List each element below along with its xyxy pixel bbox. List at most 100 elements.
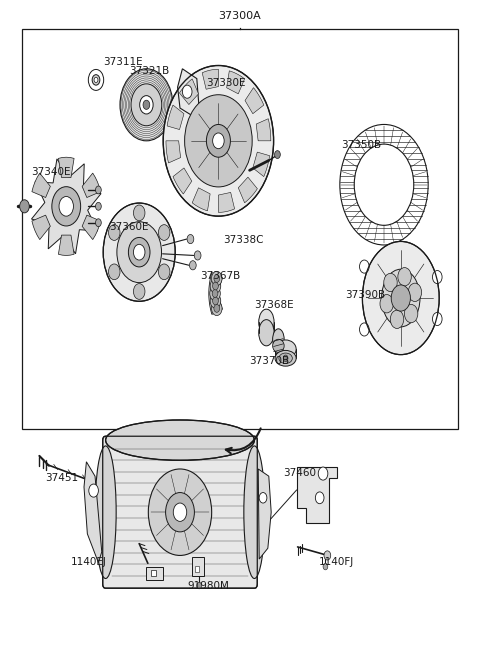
- Polygon shape: [82, 215, 101, 240]
- Circle shape: [283, 355, 288, 362]
- Circle shape: [20, 200, 29, 213]
- Circle shape: [432, 271, 442, 284]
- Circle shape: [210, 293, 221, 308]
- Polygon shape: [84, 462, 102, 563]
- Polygon shape: [166, 141, 180, 163]
- Polygon shape: [146, 567, 163, 580]
- Text: 37340E: 37340E: [31, 167, 71, 178]
- Circle shape: [96, 202, 101, 210]
- Circle shape: [391, 285, 410, 311]
- Text: 37321B: 37321B: [130, 66, 170, 77]
- Circle shape: [390, 310, 404, 328]
- Circle shape: [166, 493, 194, 532]
- Polygon shape: [256, 119, 271, 141]
- Ellipse shape: [128, 238, 150, 267]
- Text: 37390B: 37390B: [346, 290, 386, 301]
- Text: 37460: 37460: [283, 468, 316, 478]
- Ellipse shape: [340, 124, 428, 245]
- Polygon shape: [192, 188, 210, 211]
- Polygon shape: [59, 235, 74, 255]
- Circle shape: [206, 124, 230, 157]
- Polygon shape: [253, 152, 270, 177]
- Circle shape: [408, 283, 421, 301]
- Circle shape: [380, 295, 394, 313]
- Circle shape: [213, 282, 218, 290]
- Bar: [151, 570, 156, 576]
- Circle shape: [360, 260, 369, 273]
- Ellipse shape: [275, 340, 296, 358]
- Circle shape: [187, 234, 194, 244]
- Polygon shape: [167, 105, 184, 130]
- Text: 37330E: 37330E: [206, 78, 246, 88]
- Ellipse shape: [52, 187, 81, 226]
- Text: 37368E: 37368E: [254, 300, 294, 310]
- Circle shape: [432, 312, 442, 326]
- Circle shape: [89, 484, 98, 497]
- Circle shape: [213, 297, 218, 305]
- Text: 37338C: 37338C: [223, 234, 264, 245]
- Ellipse shape: [259, 320, 274, 346]
- Circle shape: [360, 323, 369, 336]
- Ellipse shape: [148, 469, 212, 555]
- Polygon shape: [180, 79, 199, 105]
- Circle shape: [173, 503, 187, 521]
- Circle shape: [96, 219, 101, 227]
- Circle shape: [324, 551, 331, 560]
- Text: 1140FJ: 1140FJ: [319, 557, 354, 567]
- Text: 37367B: 37367B: [201, 271, 241, 281]
- Text: 37360E: 37360E: [109, 221, 149, 232]
- Circle shape: [323, 563, 328, 570]
- Text: 91980M: 91980M: [187, 581, 229, 591]
- Ellipse shape: [95, 446, 116, 578]
- Circle shape: [398, 268, 411, 286]
- Polygon shape: [32, 173, 50, 198]
- Text: 1140EJ: 1140EJ: [71, 557, 107, 567]
- Circle shape: [212, 271, 222, 286]
- Polygon shape: [209, 272, 222, 314]
- Circle shape: [318, 467, 328, 480]
- Ellipse shape: [275, 350, 296, 366]
- Text: 37370B: 37370B: [250, 356, 290, 366]
- Circle shape: [210, 286, 220, 301]
- Circle shape: [194, 251, 201, 260]
- FancyArrowPatch shape: [226, 428, 261, 453]
- Ellipse shape: [131, 84, 162, 126]
- Circle shape: [214, 274, 220, 282]
- Ellipse shape: [106, 420, 254, 460]
- Bar: [22, 29, 458, 429]
- Ellipse shape: [362, 242, 439, 354]
- Circle shape: [108, 225, 120, 240]
- Circle shape: [212, 290, 218, 297]
- Polygon shape: [32, 159, 101, 253]
- Circle shape: [88, 69, 104, 90]
- Polygon shape: [218, 193, 235, 212]
- Polygon shape: [258, 469, 271, 559]
- Circle shape: [259, 493, 267, 503]
- Circle shape: [143, 100, 150, 109]
- Text: 37311E: 37311E: [103, 56, 143, 67]
- Polygon shape: [178, 69, 199, 115]
- Ellipse shape: [259, 309, 274, 335]
- Ellipse shape: [354, 144, 414, 225]
- Ellipse shape: [279, 353, 292, 364]
- Circle shape: [214, 305, 220, 312]
- Circle shape: [92, 75, 100, 85]
- Circle shape: [210, 279, 221, 293]
- Polygon shape: [82, 173, 101, 198]
- Ellipse shape: [382, 269, 420, 327]
- Ellipse shape: [120, 69, 173, 141]
- Circle shape: [213, 133, 224, 149]
- Text: 37350B: 37350B: [341, 140, 381, 151]
- Circle shape: [182, 85, 192, 98]
- Circle shape: [404, 305, 418, 323]
- Circle shape: [197, 582, 202, 589]
- Circle shape: [275, 151, 280, 159]
- Circle shape: [384, 273, 397, 291]
- Circle shape: [158, 264, 170, 280]
- Ellipse shape: [273, 329, 284, 350]
- Polygon shape: [227, 71, 245, 94]
- Ellipse shape: [273, 339, 284, 352]
- Polygon shape: [173, 168, 192, 194]
- Polygon shape: [238, 177, 257, 203]
- Ellipse shape: [117, 221, 161, 283]
